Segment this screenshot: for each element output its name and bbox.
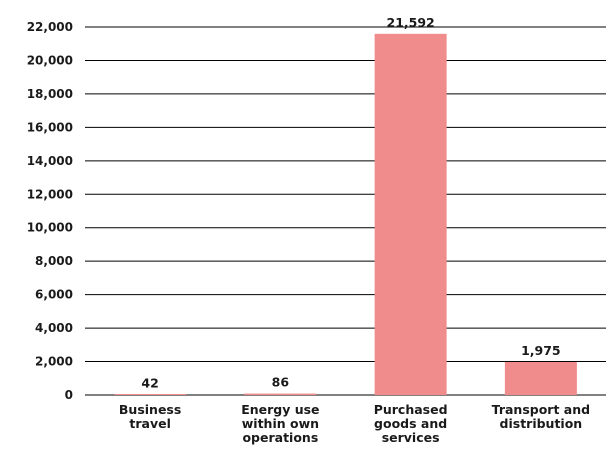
x-category-label-line: services xyxy=(382,430,440,445)
y-tick-label: 12,000 xyxy=(27,187,73,201)
y-tick-label: 22,000 xyxy=(27,20,73,34)
y-tick-label: 14,000 xyxy=(27,154,73,168)
data-label: 21,592 xyxy=(387,15,435,30)
x-category-label: Business travel xyxy=(119,402,181,431)
x-category-label-line: Energy use xyxy=(241,402,319,417)
x-category-label-line: Purchased xyxy=(374,402,448,417)
x-category-label-line: distribution xyxy=(500,416,583,431)
x-category-label-line: within own xyxy=(242,416,319,431)
y-tick-label: 2,000 xyxy=(35,355,73,369)
bars xyxy=(114,33,577,395)
data-label: 1,975 xyxy=(521,343,561,358)
x-category-label: Energy use within own operations xyxy=(241,402,319,445)
y-tick-label: 20,000 xyxy=(27,53,73,67)
y-tick-label: 8,000 xyxy=(35,254,73,268)
x-category-label: Transport and distribution xyxy=(492,402,590,431)
bar xyxy=(504,361,577,395)
y-tick-label: 18,000 xyxy=(27,87,73,101)
data-labels: 42 86 21,592 1,975 xyxy=(141,15,560,390)
bar xyxy=(114,394,187,395)
data-label: 86 xyxy=(272,375,290,390)
y-tick-label: 6,000 xyxy=(35,288,73,302)
x-category-label-line: operations xyxy=(242,430,318,445)
data-label: 42 xyxy=(141,375,158,390)
bar xyxy=(374,33,447,395)
gridlines xyxy=(85,26,606,396)
x-category-label-line: Business xyxy=(119,402,181,417)
y-tick-label: 0 xyxy=(65,388,73,402)
y-tick-label: 10,000 xyxy=(27,221,73,235)
y-tick-label: 4,000 xyxy=(35,321,73,335)
y-axis-tick-labels: 0 2,000 4,000 6,000 8,000 10,000 12,000 14,000 1… xyxy=(27,20,73,402)
x-axis-category-labels: Business travel Energy use within own operat… xyxy=(119,402,590,445)
bar xyxy=(244,393,317,395)
y-tick-label: 16,000 xyxy=(27,120,73,134)
x-category-label-line: travel xyxy=(129,416,171,431)
x-category-label-line: goods and xyxy=(374,416,447,431)
x-category-label-line: Transport and xyxy=(492,402,590,417)
x-category-label: Purchased goods and services xyxy=(374,402,448,445)
